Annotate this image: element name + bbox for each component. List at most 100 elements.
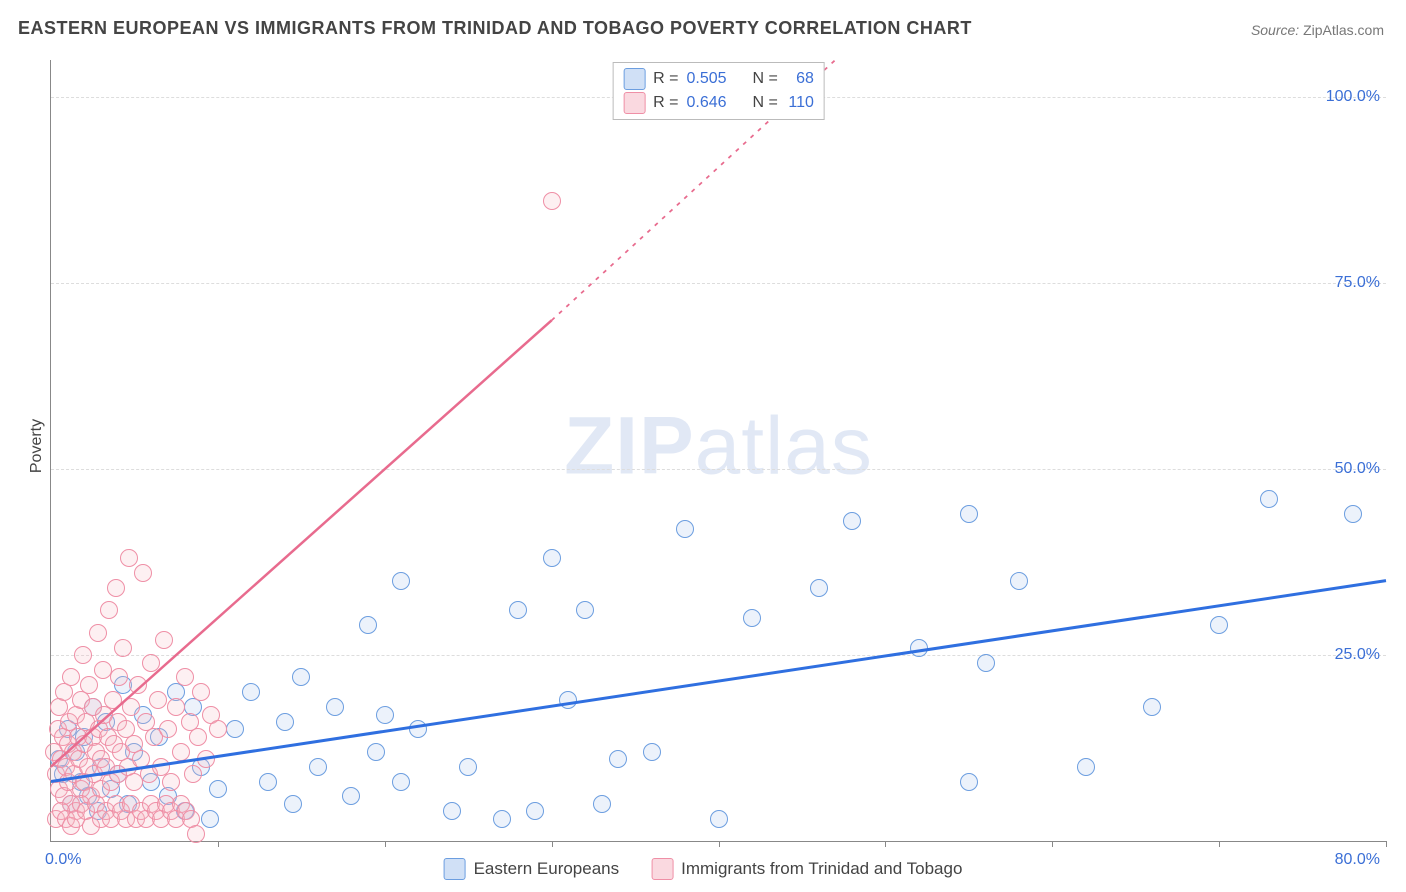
scatter-point: [149, 691, 167, 709]
legend-swatch-eastern: [623, 68, 645, 90]
scatter-point: [122, 698, 140, 716]
scatter-point: [104, 691, 122, 709]
scatter-point: [80, 676, 98, 694]
scatter-point: [910, 639, 928, 657]
r-value-eastern: 0.505: [686, 70, 726, 88]
y-tick-label: 75.0%: [1335, 274, 1380, 292]
plot-area: ZIPatlas R = 0.505 N = 68 R = 0.646 N = …: [50, 60, 1386, 842]
watermark: ZIPatlas: [564, 399, 873, 493]
scatter-point: [643, 743, 661, 761]
scatter-point: [367, 743, 385, 761]
scatter-point: [184, 765, 202, 783]
scatter-point: [309, 758, 327, 776]
legend-label-trinidad: Immigrants from Trinidad and Tobago: [681, 859, 962, 879]
source-label: Source:: [1251, 22, 1299, 38]
watermark-left: ZIP: [564, 400, 695, 491]
x-tick: [719, 841, 720, 847]
legend-swatch-eastern: [444, 858, 466, 880]
scatter-point: [226, 720, 244, 738]
scatter-point: [201, 810, 219, 828]
scatter-point: [100, 601, 118, 619]
scatter-point: [189, 728, 207, 746]
legend-item-eastern: Eastern Europeans: [444, 858, 620, 880]
n-label: N =: [753, 94, 778, 112]
scatter-point: [409, 720, 427, 738]
n-label: N =: [753, 70, 778, 88]
scatter-point: [120, 549, 138, 567]
scatter-point: [209, 720, 227, 738]
scatter-point: [242, 683, 260, 701]
scatter-point: [1260, 490, 1278, 508]
y-tick-label: 25.0%: [1335, 646, 1380, 664]
trend-line: [51, 581, 1386, 782]
legend-stats: R = 0.505 N = 68 R = 0.646 N = 110: [612, 62, 825, 120]
scatter-point: [576, 601, 594, 619]
scatter-point: [459, 758, 477, 776]
scatter-point: [392, 572, 410, 590]
gridline-h: [51, 469, 1386, 470]
scatter-point: [284, 795, 302, 813]
gridline-h: [51, 655, 1386, 656]
x-tick: [385, 841, 386, 847]
watermark-right: atlas: [695, 400, 873, 491]
n-value-trinidad: 110: [786, 94, 814, 112]
scatter-point: [1344, 505, 1362, 523]
legend-swatch-trinidad: [651, 858, 673, 880]
scatter-point: [167, 698, 185, 716]
r-value-trinidad: 0.646: [686, 94, 726, 112]
trend-lines-layer: [51, 60, 1386, 841]
r-label: R =: [653, 94, 678, 112]
source-credit: Source: ZipAtlas.com: [1251, 22, 1384, 38]
scatter-point: [292, 668, 310, 686]
scatter-point: [209, 780, 227, 798]
scatter-point: [276, 713, 294, 731]
gridline-h: [51, 283, 1386, 284]
scatter-point: [326, 698, 344, 716]
scatter-point: [543, 549, 561, 567]
legend-stats-row: R = 0.505 N = 68: [623, 67, 814, 91]
scatter-point: [89, 624, 107, 642]
scatter-point: [342, 787, 360, 805]
x-tick: [1052, 841, 1053, 847]
scatter-point: [376, 706, 394, 724]
n-value-eastern: 68: [786, 70, 814, 88]
scatter-point: [977, 654, 995, 672]
scatter-point: [176, 668, 194, 686]
x-tick: [1219, 841, 1220, 847]
scatter-point: [155, 631, 173, 649]
scatter-point: [94, 661, 112, 679]
scatter-point: [543, 192, 561, 210]
scatter-point: [359, 616, 377, 634]
scatter-point: [843, 512, 861, 530]
scatter-point: [960, 773, 978, 791]
scatter-point: [443, 802, 461, 820]
legend-series: Eastern Europeans Immigrants from Trinid…: [444, 858, 963, 880]
x-tick: [218, 841, 219, 847]
scatter-point: [159, 720, 177, 738]
x-tick: [885, 841, 886, 847]
scatter-point: [107, 579, 125, 597]
scatter-point: [110, 668, 128, 686]
scatter-point: [960, 505, 978, 523]
scatter-point: [676, 520, 694, 538]
scatter-point: [710, 810, 728, 828]
scatter-point: [142, 654, 160, 672]
legend-item-trinidad: Immigrants from Trinidad and Tobago: [651, 858, 962, 880]
scatter-point: [526, 802, 544, 820]
scatter-point: [493, 810, 511, 828]
y-tick-label: 100.0%: [1326, 88, 1380, 106]
legend-label-eastern: Eastern Europeans: [474, 859, 620, 879]
scatter-point: [114, 639, 132, 657]
scatter-point: [162, 773, 180, 791]
y-tick-label: 50.0%: [1335, 460, 1380, 478]
x-axis-min-label: 0.0%: [45, 851, 81, 869]
scatter-point: [1210, 616, 1228, 634]
scatter-point: [62, 668, 80, 686]
scatter-point: [1077, 758, 1095, 776]
legend-stats-row: R = 0.646 N = 110: [623, 91, 814, 115]
scatter-point: [1143, 698, 1161, 716]
r-label: R =: [653, 70, 678, 88]
scatter-point: [129, 676, 147, 694]
x-tick: [1386, 841, 1387, 847]
source-value: ZipAtlas.com: [1303, 22, 1384, 38]
